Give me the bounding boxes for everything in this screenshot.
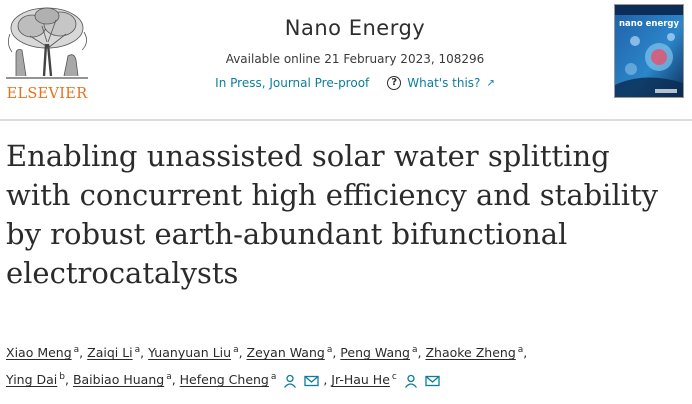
- author[interactable]: Hefeng Cheng a: [179, 372, 324, 388]
- person-icon[interactable]: [404, 374, 418, 388]
- whats-this-link[interactable]: ? What's this? ↗: [387, 76, 495, 90]
- author-name[interactable]: Zeyan Wang: [246, 345, 325, 361]
- availability-info: Available online 21 February 2023, 10829…: [225, 52, 485, 66]
- author-name[interactable]: Yuanyuan Liu: [148, 345, 232, 361]
- elsevier-logo[interactable]: ELSEVIER: [2, 4, 92, 102]
- affiliation-marker[interactable]: b: [59, 372, 65, 383]
- author[interactable]: Yuanyuan Liu a: [148, 345, 238, 360]
- author-name[interactable]: Xiao Meng: [6, 345, 72, 361]
- whats-this-label: What's this?: [407, 76, 481, 90]
- affiliation-marker[interactable]: a: [412, 345, 418, 355]
- author-name[interactable]: Hefeng Cheng: [179, 372, 269, 388]
- affiliation-marker[interactable]: a: [233, 345, 239, 355]
- author[interactable]: Ying Dai b: [6, 372, 65, 387]
- author[interactable]: Zaiqi Li a: [87, 345, 140, 360]
- publisher-wordmark: ELSEVIER: [6, 86, 88, 102]
- envelope-icon[interactable]: [425, 375, 440, 387]
- affiliation-marker[interactable]: a: [326, 345, 333, 355]
- author-name[interactable]: Zaiqi Li: [87, 345, 133, 361]
- title-line: by robust earth-abundant bifunctional: [6, 217, 568, 251]
- affiliation-marker[interactable]: a: [166, 372, 172, 383]
- journal-cover-image[interactable]: nano energy: [614, 4, 684, 98]
- author-list: Xiao Meng a, Zaiqi Li a, Yuanyuan Liu a, Ze…: [6, 345, 528, 388]
- author[interactable]: Baibiao Huang a: [73, 372, 172, 387]
- author-name[interactable]: Jr-Hau He: [331, 372, 390, 388]
- question-mark-icon: ?: [387, 76, 402, 90]
- affiliation-marker[interactable]: a: [134, 345, 141, 355]
- author[interactable]: Zeyan Wang a: [247, 345, 333, 360]
- affiliation-marker[interactable]: a: [73, 345, 80, 355]
- author-name[interactable]: Peng Wang: [340, 345, 410, 361]
- affiliation-marker[interactable]: a: [270, 372, 277, 383]
- article-header: ELSEVIER Nano Energy Available online 21…: [0, 0, 692, 118]
- tree-icon: [2, 4, 92, 86]
- affiliation-marker[interactable]: a: [517, 345, 524, 355]
- cover-title: nano energy: [619, 19, 680, 29]
- author-name[interactable]: Zhaoke Zheng: [425, 345, 516, 361]
- journal-title[interactable]: Nano Energy: [284, 16, 426, 40]
- status-row: In Press, Journal Pre-proof ? What's thi…: [185, 76, 525, 90]
- person-icon[interactable]: [283, 374, 297, 388]
- cover-artwork: [615, 5, 683, 97]
- author[interactable]: Zhaoke Zheng a: [425, 345, 523, 360]
- article-status-link[interactable]: In Press, Journal Pre-proof: [215, 76, 370, 90]
- external-link-icon: ↗: [486, 77, 495, 89]
- author-name[interactable]: Ying Dai: [6, 372, 58, 388]
- envelope-icon[interactable]: [304, 375, 320, 387]
- author[interactable]: Peng Wang a: [340, 345, 417, 360]
- title-line: electrocatalysts: [6, 256, 239, 290]
- author[interactable]: Jr-Hau He c: [331, 372, 440, 388]
- author-name[interactable]: Baibiao Huang: [72, 372, 165, 388]
- header-divider: [0, 119, 692, 121]
- title-line: Enabling unassisted solar water splittin…: [6, 139, 610, 173]
- affiliation-marker[interactable]: c: [391, 372, 397, 383]
- article-title: Enabling unassisted solar water splittin…: [6, 137, 686, 293]
- journal-info: Nano Energy Available online 21 February…: [185, 14, 525, 90]
- author[interactable]: Xiao Meng a: [6, 345, 79, 360]
- title-line: with concurrent high efficiency and stab…: [6, 178, 659, 212]
